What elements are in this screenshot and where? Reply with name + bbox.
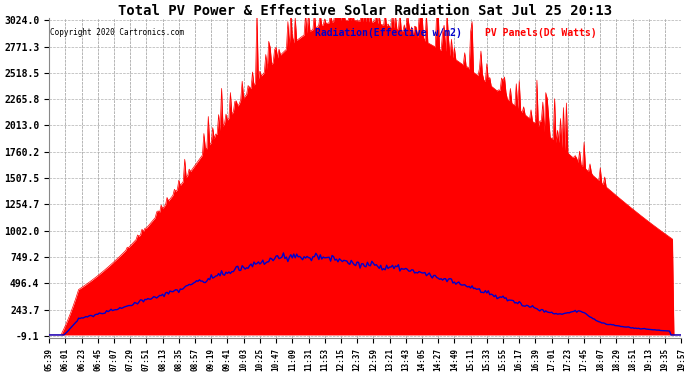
Text: Radiation(Effective w/m2): Radiation(Effective w/m2) [315,28,462,38]
Text: Copyright 2020 Cartronics.com: Copyright 2020 Cartronics.com [50,28,184,37]
Text: PV Panels(DC Watts): PV Panels(DC Watts) [485,28,597,38]
Title: Total PV Power & Effective Solar Radiation Sat Jul 25 20:13: Total PV Power & Effective Solar Radiati… [118,4,612,18]
